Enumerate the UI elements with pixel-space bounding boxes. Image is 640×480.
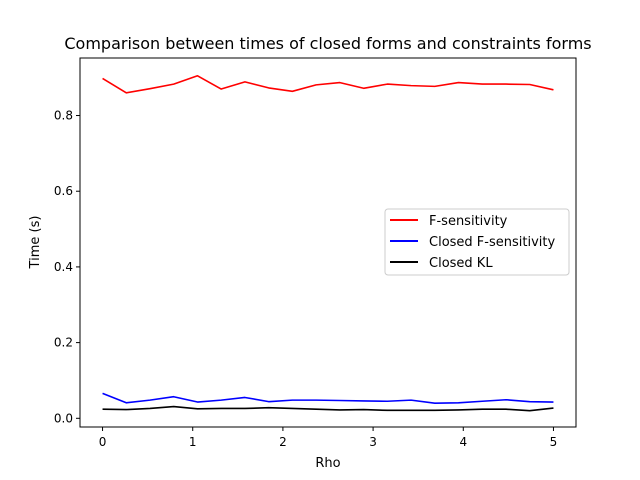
x-tick-label: 5 [550,435,558,449]
legend-label-closed-kl: Closed KL [429,256,493,271]
x-tick-label: 3 [369,435,377,449]
x-axis: 0 1 2 3 4 5 [99,427,558,449]
series-line-f-sensitivity [102,74,554,94]
y-axis-label: Time (s) [28,216,43,270]
x-tick-label: 4 [459,435,467,449]
series-line-closed-f-sensitivity [102,392,554,404]
plot-area [79,57,577,428]
x-tick-label: 0 [99,435,107,449]
legend-label-closed-f-sensitivity: Closed F-sensitivity [429,235,555,250]
x-tick-label: 2 [279,435,287,449]
y-tick-label: 0.4 [54,260,73,274]
y-tick-label: 0.8 [54,109,73,123]
y-tick-label: 0.6 [54,184,73,198]
y-tick-label: 0.2 [54,336,73,350]
legend: F-sensitivity Closed F-sensitivity Close… [384,208,570,276]
series-lines [102,74,554,412]
legend-label-f-sensitivity: F-sensitivity [429,214,508,229]
y-tick-label: 0.0 [54,411,73,425]
x-axis-label: Rho [315,456,340,471]
chart-title: Comparison between times of closed forms… [64,34,591,53]
y-axis: 0.0 0.2 0.4 0.6 0.8 [54,109,80,425]
legend-box [384,208,570,276]
series-line-closed-kl [102,405,554,412]
x-tick-label: 1 [189,435,197,449]
